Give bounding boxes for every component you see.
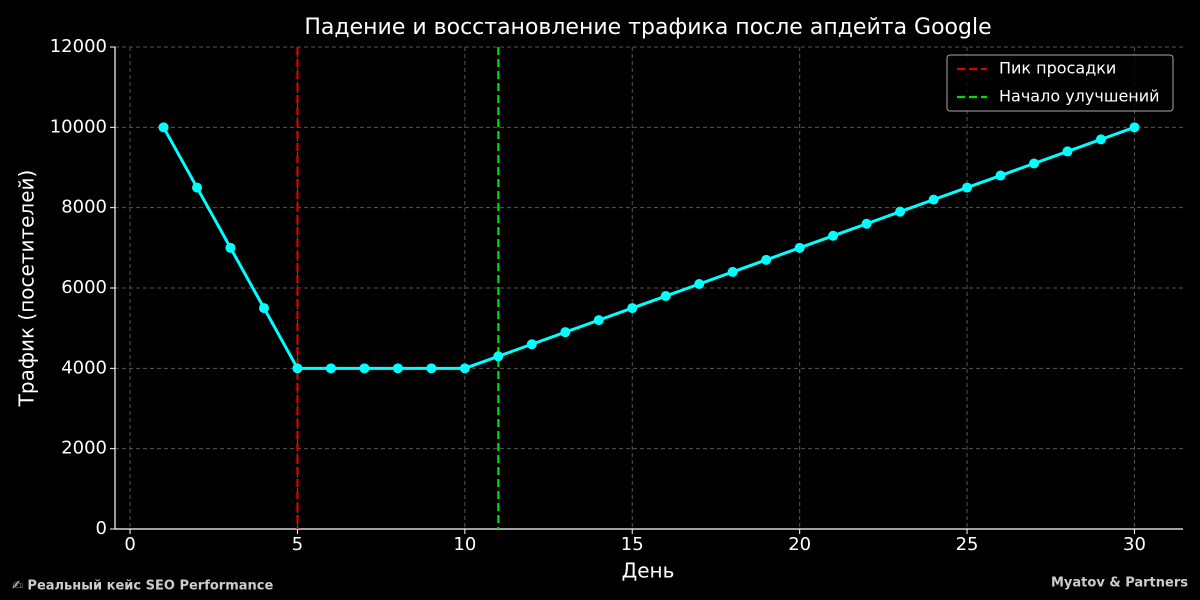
data-point bbox=[694, 278, 705, 289]
data-point bbox=[660, 291, 671, 302]
legend-label: Начало улучшений bbox=[999, 87, 1160, 106]
data-point bbox=[1029, 158, 1040, 169]
data-point bbox=[158, 122, 169, 133]
x-tick-label: 30 bbox=[1123, 534, 1146, 555]
x-tick-label: 10 bbox=[453, 534, 476, 555]
data-point bbox=[1129, 122, 1140, 133]
data-point bbox=[828, 230, 839, 241]
data-point bbox=[392, 363, 403, 374]
data-point bbox=[325, 363, 336, 374]
y-tick-label: 6000 bbox=[61, 277, 107, 298]
data-point bbox=[459, 363, 470, 374]
data-point bbox=[1062, 146, 1073, 157]
x-tick-label: 25 bbox=[956, 534, 979, 555]
data-point bbox=[962, 182, 973, 193]
y-tick-label: 12000 bbox=[50, 36, 107, 57]
y-axis-label: Трафик (посетителей) bbox=[15, 170, 39, 408]
y-tick-label: 8000 bbox=[61, 197, 107, 218]
footer-brand: Myatov & Partners bbox=[1051, 576, 1188, 591]
data-point bbox=[627, 303, 638, 314]
data-point bbox=[292, 363, 303, 374]
x-tick-label: 0 bbox=[124, 534, 135, 555]
data-point bbox=[1095, 134, 1106, 145]
data-point bbox=[593, 315, 604, 326]
x-tick-label: 20 bbox=[788, 534, 811, 555]
data-point bbox=[493, 351, 504, 362]
data-point bbox=[995, 170, 1006, 181]
chart-title: Падение и восстановление трафика после а… bbox=[304, 15, 991, 40]
data-point bbox=[225, 242, 236, 253]
footer-note: ✍ Реальный кейс SEO Performance bbox=[12, 579, 273, 594]
data-point bbox=[192, 182, 203, 193]
data-point bbox=[928, 194, 939, 205]
data-point bbox=[560, 327, 571, 338]
y-tick-label: 4000 bbox=[61, 357, 107, 378]
y-tick-label: 0 bbox=[96, 518, 107, 539]
data-point bbox=[895, 206, 906, 217]
legend-box bbox=[946, 54, 1174, 112]
legend-label: Пик просадки bbox=[999, 59, 1116, 78]
data-point bbox=[794, 242, 805, 253]
data-point bbox=[861, 218, 872, 229]
data-point bbox=[526, 339, 537, 350]
x-axis-label: День bbox=[622, 559, 675, 583]
data-point bbox=[258, 303, 269, 314]
data-point bbox=[761, 254, 772, 265]
data-point bbox=[426, 363, 437, 374]
x-tick-label: 15 bbox=[621, 534, 644, 555]
data-point bbox=[359, 363, 370, 374]
x-tick-label: 5 bbox=[292, 534, 303, 555]
data-line bbox=[162, 125, 1135, 370]
y-tick-label: 10000 bbox=[50, 116, 107, 137]
data-point bbox=[727, 266, 738, 277]
y-tick-label: 2000 bbox=[61, 438, 107, 459]
